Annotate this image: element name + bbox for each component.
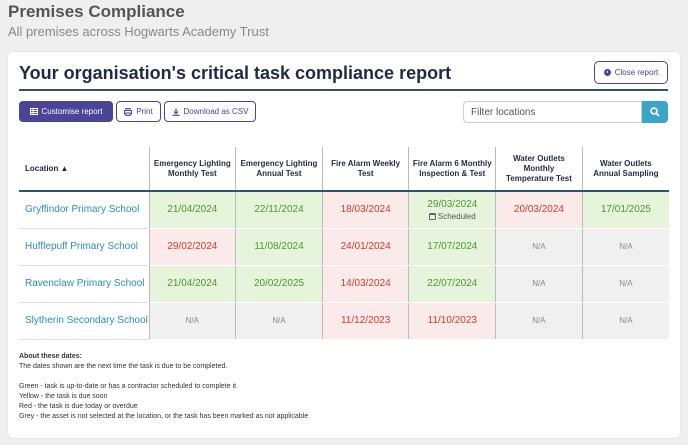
- task-due-cell: 29/02/2024: [148, 228, 236, 266]
- task-due-cell: 21/04/2024: [148, 265, 236, 303]
- table-icon: [29, 108, 38, 115]
- page-subtitle: All premises across Hogwarts Academy Tru…: [8, 24, 269, 39]
- search-icon: [650, 107, 660, 117]
- legend-yellow: Yellow - the task is due soon: [19, 393, 108, 400]
- table-row: Slytherin Secondary School N/A N/A 11/12/20…: [19, 302, 669, 340]
- due-date: 22/07/2024: [427, 278, 478, 289]
- task-due-cell: 11/08/2024: [235, 228, 323, 266]
- due-date: 21/04/2024: [167, 204, 218, 216]
- legend-heading: About these dates:: [19, 353, 83, 360]
- due-date: N/A: [532, 242, 546, 251]
- task-due-cell: 20/03/2024: [495, 191, 583, 229]
- task-due-cell: N/A: [581, 265, 669, 303]
- task-due-cell: N/A: [581, 302, 669, 340]
- task-due-cell: 21/04/2024: [148, 191, 236, 229]
- due-date: 14/03/2024: [340, 278, 391, 289]
- column-header: Water Outlets Annual Sampling: [581, 147, 669, 191]
- task-due-cell: 17/07/2024: [408, 228, 496, 266]
- task-due-cell: 20/02/2025: [235, 265, 323, 303]
- close-report-button[interactable]: Close report: [594, 61, 668, 84]
- due-date: 11/12/2023: [340, 315, 391, 326]
- legend-grey: Grey - the asset is not selected at the …: [19, 413, 309, 420]
- task-due-cell: N/A: [495, 265, 583, 303]
- table-row: Hufflepuff Primary School 29/02/2024 11/08…: [19, 228, 669, 266]
- report-card: Your organisation's critical task compli…: [8, 52, 680, 438]
- due-date: 17/07/2024: [427, 241, 478, 252]
- task-due-cell: 14/03/2024: [321, 265, 409, 303]
- customise-report-label: Customise report: [41, 107, 103, 116]
- due-date: 29/03/2024: [427, 198, 478, 210]
- task-due-cell: 22/11/2024: [235, 191, 323, 229]
- customise-report-button[interactable]: Customise report: [19, 101, 113, 122]
- download-csv-label: Download as CSV: [183, 107, 249, 116]
- due-date: 18/03/2024: [340, 204, 391, 216]
- legend-green: Green - task is up-to-date or has a cont…: [19, 383, 237, 390]
- task-due-cell: N/A: [495, 302, 583, 340]
- task-due-cell: 18/03/2024: [321, 191, 409, 229]
- title-divider: [19, 89, 668, 91]
- table-row: Gryffindor Primary School 21/04/2024 22/11…: [19, 191, 669, 229]
- scheduled-badge: Scheduled: [409, 212, 495, 221]
- due-date: 24/01/2024: [340, 241, 391, 252]
- dates-legend: About these dates: The dates shown are t…: [19, 352, 308, 422]
- due-date: 20/03/2024: [513, 204, 564, 216]
- table-row: Ravenclaw Primary School 21/04/2024 20/02/…: [19, 265, 669, 303]
- task-due-cell: 17/01/2025: [581, 191, 669, 229]
- due-date: 22/11/2024: [254, 204, 304, 216]
- column-header-location[interactable]: Location ▲: [25, 163, 69, 173]
- due-date: N/A: [272, 316, 286, 325]
- due-date: 11/08/2024: [254, 241, 304, 252]
- scheduled-label: Scheduled: [437, 211, 476, 221]
- column-header: Water Outlets Monthly Temperature Test: [495, 147, 583, 191]
- task-due-cell: N/A: [495, 228, 583, 266]
- location-link[interactable]: Gryffindor Primary School: [19, 191, 149, 229]
- print-label: Print: [136, 107, 153, 116]
- task-due-cell: N/A: [235, 302, 323, 340]
- close-report-label: Close report: [614, 68, 659, 77]
- printer-icon: [124, 107, 133, 116]
- due-date: N/A: [185, 316, 199, 325]
- task-due-cell: 29/03/2024 Scheduled: [408, 191, 496, 229]
- task-due-cell: 11/12/2023: [321, 302, 409, 340]
- download-icon: [172, 108, 180, 116]
- due-date: N/A: [619, 279, 633, 288]
- due-date: 29/02/2024: [167, 241, 218, 252]
- report-title: Your organisation's critical task compli…: [19, 63, 452, 83]
- task-due-cell: 22/07/2024: [408, 265, 496, 303]
- task-due-cell: N/A: [581, 228, 669, 266]
- column-header: Emergency Lighting Annual Test: [235, 147, 323, 191]
- task-due-cell: N/A: [148, 302, 236, 340]
- legend-red: Red - the task is due today or overdue: [19, 403, 138, 410]
- column-header: Fire Alarm Weekly Test: [321, 147, 409, 191]
- location-link[interactable]: Hufflepuff Primary School: [19, 228, 149, 266]
- location-link[interactable]: Ravenclaw Primary School: [19, 265, 149, 303]
- calendar-icon: [428, 212, 436, 220]
- back-arrow-icon: [603, 69, 611, 76]
- due-date: 21/04/2024: [167, 278, 218, 289]
- due-date: 17/01/2025: [600, 204, 651, 216]
- location-link[interactable]: Slytherin Secondary School: [19, 302, 149, 340]
- due-date: N/A: [532, 316, 546, 325]
- compliance-table: Location ▲ Emergency Lighting Monthly Te…: [19, 147, 669, 340]
- task-due-cell: 11/10/2023: [408, 302, 496, 340]
- task-due-cell: 24/01/2024: [321, 228, 409, 266]
- due-date: N/A: [619, 242, 633, 251]
- due-date: N/A: [619, 316, 633, 325]
- column-header: Fire Alarm 6 Monthly Inspection & Test: [408, 147, 496, 191]
- due-date: 20/02/2025: [253, 278, 305, 289]
- column-header: Emergency Lighting Monthly Test: [148, 147, 236, 191]
- page-title: Premises Compliance: [8, 2, 185, 21]
- download-csv-button[interactable]: Download as CSV: [164, 101, 256, 122]
- print-button[interactable]: Print: [116, 101, 161, 122]
- due-date: 11/10/2023: [427, 315, 477, 326]
- table-header-row: Location ▲ Emergency Lighting Monthly Te…: [19, 147, 669, 191]
- filter-locations-input[interactable]: [463, 101, 642, 123]
- search-button[interactable]: [642, 101, 668, 123]
- legend-intro: The dates shown are the next time the ta…: [19, 363, 228, 370]
- due-date: N/A: [532, 279, 546, 288]
